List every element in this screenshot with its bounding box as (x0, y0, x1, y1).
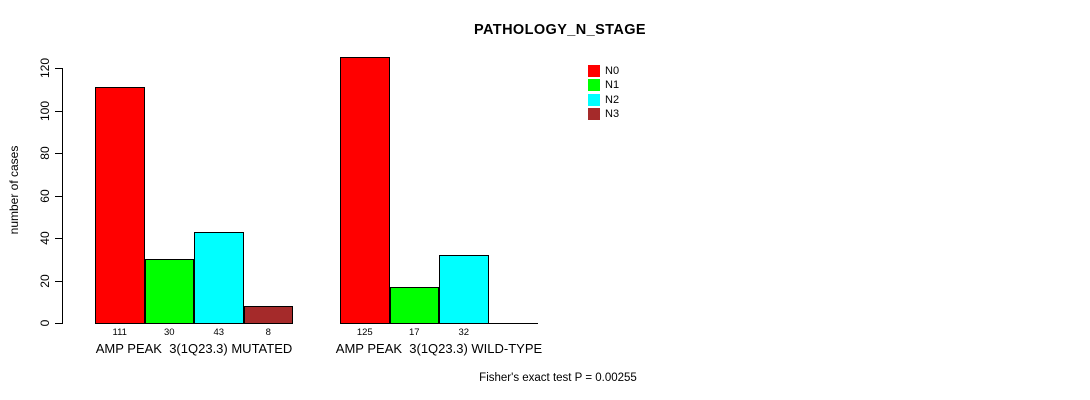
y-axis-label: number of cases (7, 145, 21, 235)
bar-value-label: 32 (458, 327, 470, 338)
legend-label: N2 (605, 93, 620, 106)
bar-n0-group2 (340, 57, 390, 324)
group-label: AMP PEAK 3(1Q23.3) WILD-TYPE (335, 341, 543, 356)
legend-label: N1 (605, 79, 620, 92)
bar-value-label: 111 (112, 327, 127, 338)
chart-title: PATHOLOGY_N_STAGE (474, 22, 646, 38)
group-label: AMP PEAK 3(1Q23.3) MUTATED (95, 341, 293, 356)
y-tick-mark (55, 68, 62, 69)
bar-value-label: 17 (408, 327, 420, 338)
legend-label: N3 (605, 108, 620, 121)
footnote-pvalue: Fisher's exact test P = 0.00255 (479, 372, 637, 384)
bar-value-label: 125 (356, 327, 373, 338)
legend-row-n1: N1 (588, 78, 619, 92)
y-tick-label: 0 (38, 319, 52, 327)
bar-n1-group1 (144, 259, 194, 324)
bar-n1-group2 (389, 286, 439, 324)
y-tick-label: 80 (38, 146, 52, 160)
y-tick-label: 60 (38, 188, 52, 203)
legend-swatch-n2 (588, 93, 600, 106)
bar-value-label: 43 (213, 327, 225, 338)
y-axis-line (62, 68, 63, 324)
y-tick-mark (55, 323, 62, 324)
y-tick-mark (55, 110, 62, 112)
bar-value-label: 30 (163, 327, 175, 338)
y-tick-mark (55, 280, 62, 282)
y-tick-mark (55, 153, 62, 154)
y-tick-label: 20 (38, 273, 52, 288)
legend-label: N0 (605, 65, 620, 78)
legend-swatch-n3 (588, 108, 600, 121)
legend: N0 N1 N2 N3 (588, 64, 619, 121)
bar-value-label: 8 (265, 327, 271, 338)
legend-swatch-n1 (588, 79, 600, 92)
y-tick-mark (55, 195, 62, 197)
y-tick-label: 120 (38, 57, 52, 79)
bar-n2-group1 (194, 231, 244, 324)
legend-row-n3: N3 (588, 107, 619, 121)
bar-n0-group1 (95, 87, 145, 324)
legend-row-n2: N2 (588, 93, 619, 107)
legend-swatch-n0 (588, 65, 600, 78)
bar-n3-group1 (243, 306, 293, 324)
y-tick-mark (55, 238, 62, 239)
bar-n2-group2 (439, 255, 489, 324)
y-tick-label: 100 (38, 100, 52, 121)
y-tick-label: 40 (38, 231, 52, 245)
legend-row-n0: N0 (588, 64, 619, 78)
